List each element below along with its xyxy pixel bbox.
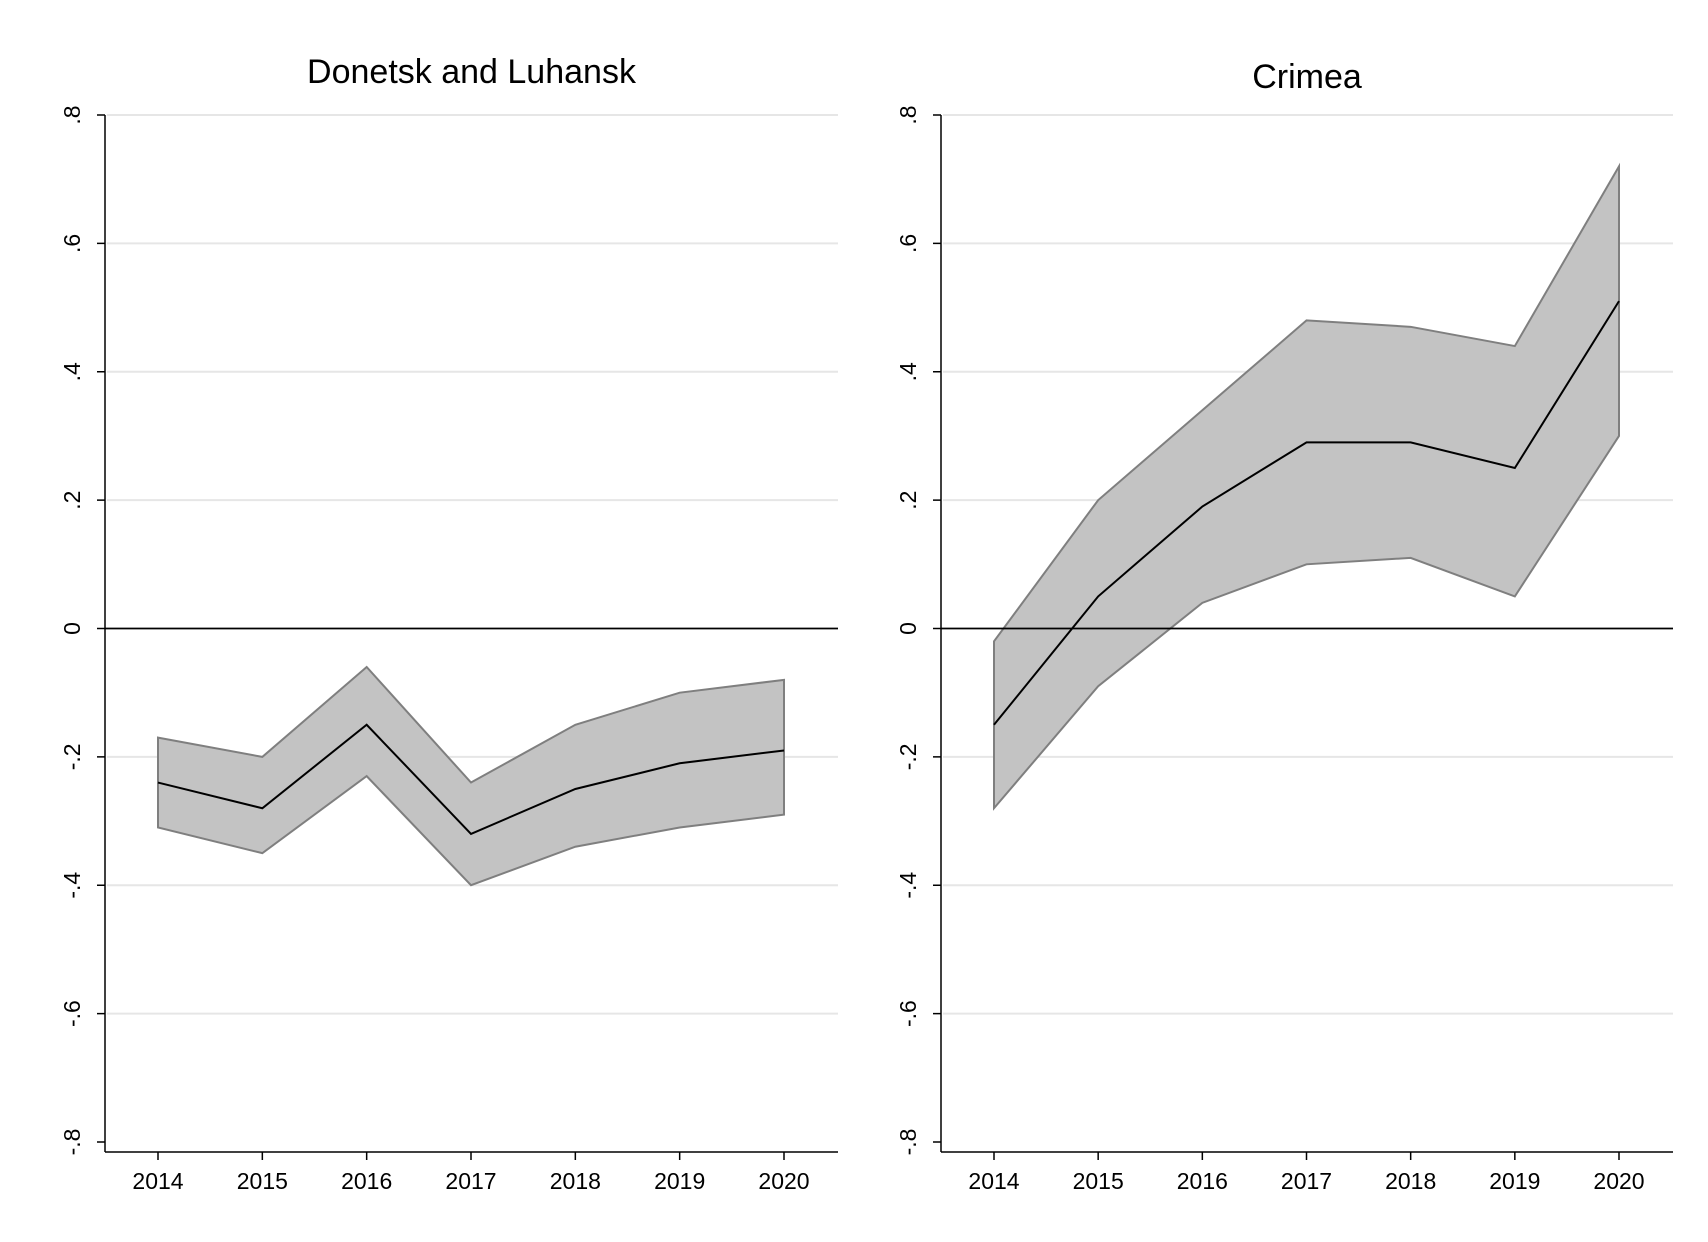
donetsk-luhansk-y-tick-label: -.8 bbox=[59, 1129, 85, 1156]
donetsk-luhansk-x-tick-label: 2017 bbox=[445, 1168, 496, 1194]
donetsk-luhansk-y-tick-label: .8 bbox=[59, 105, 85, 124]
panel-crimea: Crimea -.8 -.6 -.4 -.2 0 .2 .4 .6 .8 2014 2015 2016 2… bbox=[895, 58, 1673, 1194]
donetsk-luhansk-y-tick-label: .4 bbox=[59, 362, 85, 381]
crimea-x-tick-label: 2018 bbox=[1385, 1168, 1436, 1194]
crimea-x-tick-label: 2015 bbox=[1073, 1168, 1124, 1194]
donetsk-luhansk-y-tick-label: .2 bbox=[59, 491, 85, 510]
donetsk-luhansk-y-tick-label: -.6 bbox=[59, 1000, 85, 1027]
donetsk-luhansk-confidence-band bbox=[157, 665, 785, 887]
crimea-title: Crimea bbox=[1252, 58, 1362, 96]
crimea-x-tick-label: 2020 bbox=[1593, 1168, 1644, 1194]
donetsk-luhansk-x-tick-label: 2019 bbox=[654, 1168, 705, 1194]
donetsk-luhansk-x-tick-label: 2018 bbox=[550, 1168, 601, 1194]
crimea-y-tick-label: -.6 bbox=[895, 1000, 921, 1027]
crimea-y-tick-label: -.4 bbox=[895, 872, 921, 899]
crimea-confidence-band bbox=[993, 162, 1620, 811]
donetsk-luhansk-y-tick-label: -.2 bbox=[59, 743, 85, 770]
donetsk-luhansk-y-tick-label: .6 bbox=[59, 234, 85, 253]
crimea-y-tick-label: .4 bbox=[895, 362, 921, 381]
crimea-x-tick-label: 2014 bbox=[968, 1168, 1019, 1194]
donetsk-luhansk-y-tick-label: 0 bbox=[59, 622, 85, 635]
crimea-x-tick-label: 2017 bbox=[1281, 1168, 1332, 1194]
donetsk-luhansk-x-tick-label: 2014 bbox=[132, 1168, 183, 1194]
crimea-y-tick-label: .8 bbox=[895, 105, 921, 124]
crimea-y-tick-label: 0 bbox=[895, 622, 921, 635]
panel-donetsk-luhansk: Donetsk and Luhansk -.8 -.6 -.4 -.2 0 .2 .4 .6 .8… bbox=[59, 53, 838, 1194]
crimea-x-tick-label: 2019 bbox=[1489, 1168, 1540, 1194]
donetsk-luhansk-x-tick-label: 2016 bbox=[341, 1168, 392, 1194]
crimea-y-tick-label: .6 bbox=[895, 234, 921, 253]
donetsk-luhansk-title: Donetsk and Luhansk bbox=[307, 53, 637, 91]
donetsk-luhansk-x-tick-label: 2015 bbox=[237, 1168, 288, 1194]
crimea-y-tick-label: -.2 bbox=[895, 743, 921, 770]
crimea-x-tick-label: 2016 bbox=[1177, 1168, 1228, 1194]
donetsk-luhansk-y-tick-label: -.4 bbox=[59, 872, 85, 899]
crimea-y-tick-label: -.8 bbox=[895, 1129, 921, 1156]
donetsk-luhansk-x-tick-label: 2020 bbox=[758, 1168, 809, 1194]
crimea-y-tick-label: .2 bbox=[895, 491, 921, 510]
